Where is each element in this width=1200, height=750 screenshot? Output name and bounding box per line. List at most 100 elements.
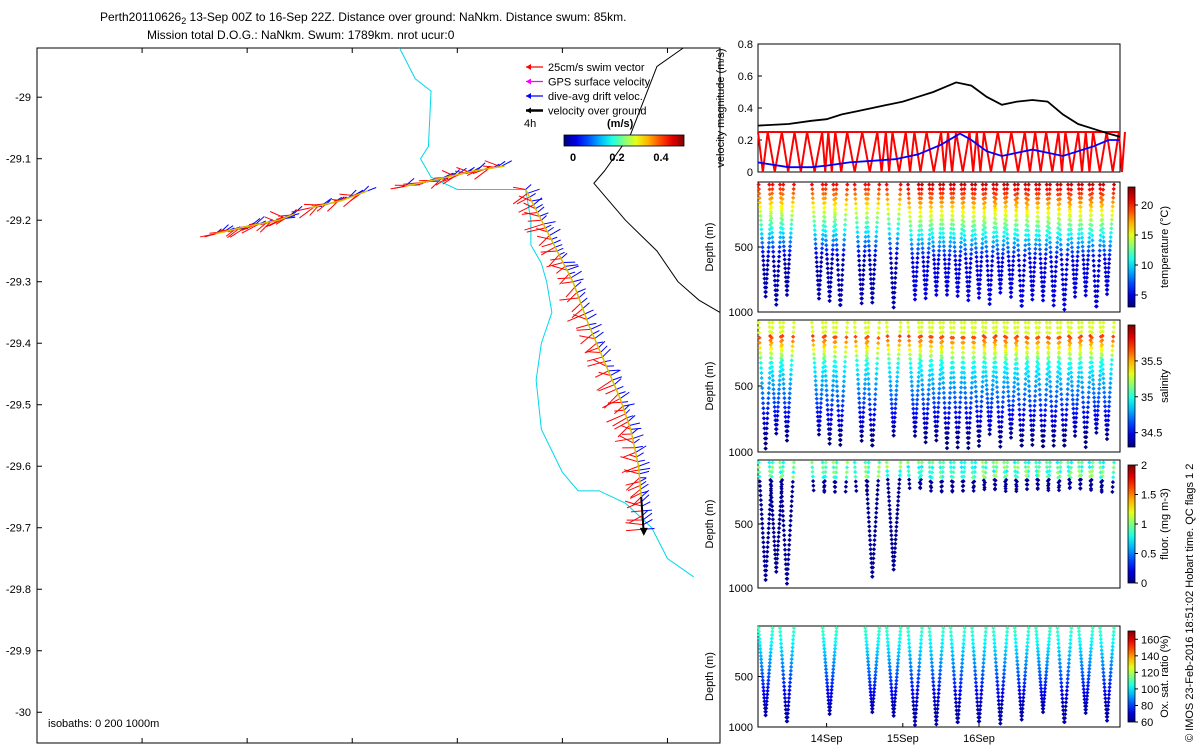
section-colorbar (1127, 630, 1136, 723)
profile-sample (822, 354, 827, 359)
profile-sample (779, 645, 784, 650)
profile-sample (983, 633, 988, 638)
profile-sample (843, 489, 848, 494)
profile-sample (1033, 393, 1038, 399)
profile-sample (939, 652, 944, 658)
profile-sample (791, 320, 797, 325)
profile-sample (1007, 407, 1012, 413)
profile-sample (840, 398, 845, 404)
profile-sample (1108, 385, 1113, 390)
profile-sample (940, 230, 946, 236)
profile-sample (866, 182, 871, 187)
profile-sample (1012, 187, 1018, 192)
profile-sample (1106, 274, 1111, 279)
profile-sample (785, 433, 790, 438)
profile-sample (991, 239, 996, 245)
profile-sample (785, 419, 791, 424)
profile-sample (1064, 267, 1069, 272)
profile-sample (864, 642, 869, 647)
profile-sample (837, 423, 842, 428)
profile-sample (1009, 281, 1014, 286)
profile-sample (944, 292, 950, 297)
profile-sample (889, 265, 894, 271)
profile-sample (910, 691, 915, 697)
profile-sample (1060, 282, 1066, 287)
profile-sample (935, 414, 940, 419)
profile-sample (948, 230, 954, 236)
profile-sample (1038, 397, 1043, 402)
profile-sample (773, 283, 778, 288)
profile-sample (981, 342, 987, 348)
swim-vector (556, 265, 566, 274)
profile-sample (1002, 667, 1007, 673)
profile-sample (769, 632, 775, 638)
profile-sample (884, 625, 889, 631)
profile-sample (779, 208, 784, 214)
profile-sample (1025, 354, 1030, 359)
profile-sample (756, 325, 762, 330)
drift-vector (613, 378, 622, 386)
profile-sample (913, 420, 918, 425)
profile-sample (919, 363, 924, 368)
profile-sample (788, 230, 794, 236)
profile-sample (978, 263, 984, 269)
profile-sample (905, 625, 911, 631)
profile-sample (967, 279, 972, 284)
profile-sample (897, 338, 902, 343)
profile-sample (1076, 464, 1082, 470)
profile-sample (790, 348, 795, 354)
profile-sample (768, 653, 773, 659)
profile-sample (783, 275, 788, 280)
profile-sample (781, 244, 787, 249)
profile-sample (929, 353, 934, 358)
profile-sample (898, 460, 903, 465)
profile-sample (948, 182, 953, 187)
profile-sample (988, 292, 993, 297)
profile-sample (1111, 195, 1116, 200)
profile-sample (893, 692, 898, 697)
profile-sample (1077, 195, 1082, 201)
profile-sample (1038, 408, 1043, 413)
profile-sample (1029, 423, 1034, 428)
profile-sample (782, 261, 788, 267)
profile-sample (778, 191, 783, 196)
profile-sample (790, 339, 795, 344)
profile-sample (892, 419, 897, 425)
profile-sample (862, 244, 868, 249)
drift-vector (642, 512, 653, 521)
profile-sample (780, 217, 785, 222)
swim-vector (620, 456, 638, 463)
profile-sample (884, 182, 889, 187)
profile-sample (834, 629, 839, 634)
profile-sample (925, 268, 930, 274)
profile-sample (931, 386, 936, 391)
profile-sample (1015, 669, 1021, 675)
profile-sample (961, 224, 966, 229)
profile-sample (853, 191, 858, 197)
profile-sample (823, 663, 828, 668)
swim-vector (536, 228, 548, 233)
profile-sample (1023, 182, 1028, 187)
profile-sample (814, 259, 819, 265)
profile-sample (1065, 680, 1070, 685)
swim-vector (567, 313, 585, 322)
profile-sample (1043, 679, 1048, 684)
profile-sample (1097, 382, 1102, 387)
profile-sample (1036, 659, 1041, 664)
profile-sample (818, 405, 823, 410)
section-colorbar (1127, 324, 1136, 448)
colorbar-tick-label: 1 (1141, 519, 1147, 531)
profile-sample (809, 182, 815, 187)
profile-sample (766, 674, 771, 680)
profile-sample (762, 421, 767, 426)
profile-sample (1104, 291, 1110, 297)
profile-sample (983, 374, 989, 379)
profile-sample (1045, 372, 1050, 377)
profile-sample (914, 695, 920, 700)
profile-sample (1034, 635, 1039, 641)
profile-sample (1109, 213, 1115, 218)
profile-sample (1081, 683, 1086, 688)
profile-sample (972, 218, 977, 223)
profile-sample (898, 629, 903, 634)
profile-sample (823, 364, 828, 369)
